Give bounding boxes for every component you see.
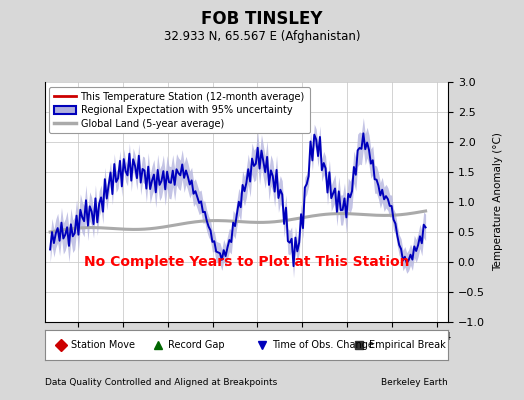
Text: No Complete Years to Plot at This Station: No Complete Years to Plot at This Statio… bbox=[83, 255, 409, 269]
Text: FOB TINSLEY: FOB TINSLEY bbox=[201, 10, 323, 28]
Text: 32.933 N, 65.567 E (Afghanistan): 32.933 N, 65.567 E (Afghanistan) bbox=[163, 30, 361, 43]
Text: Station Move: Station Move bbox=[71, 340, 135, 350]
Text: Empirical Break: Empirical Break bbox=[369, 340, 446, 350]
Text: Data Quality Controlled and Aligned at Breakpoints: Data Quality Controlled and Aligned at B… bbox=[45, 378, 277, 387]
Text: Record Gap: Record Gap bbox=[168, 340, 224, 350]
Legend: This Temperature Station (12-month average), Regional Expectation with 95% uncer: This Temperature Station (12-month avera… bbox=[49, 87, 310, 133]
Text: Berkeley Earth: Berkeley Earth bbox=[381, 378, 448, 387]
Text: Time of Obs. Change: Time of Obs. Change bbox=[272, 340, 374, 350]
Y-axis label: Temperature Anomaly (°C): Temperature Anomaly (°C) bbox=[493, 132, 503, 272]
